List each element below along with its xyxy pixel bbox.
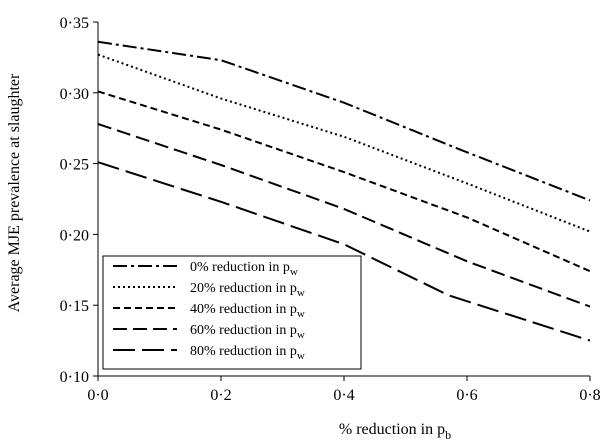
legend-label-1: 20% reduction in pw: [190, 281, 305, 299]
legend-label-3: 60% reduction in pw: [190, 323, 305, 341]
x-axis-label: % reduction in pb: [339, 421, 451, 442]
series-line-3: [97, 123, 591, 308]
x-tick-label: 0·0: [87, 387, 108, 404]
x-tick-label: 0·8: [579, 387, 600, 404]
x-axis-label-subscript: b: [445, 428, 451, 442]
legend-label-2: 40% reduction in pw: [190, 302, 305, 320]
y-tick-label: 0·20: [60, 227, 89, 244]
series-line-2: [97, 90, 591, 273]
legend-label-4: 80% reduction in pw: [190, 344, 305, 362]
legend-label-0: 0% reduction in pw: [190, 260, 298, 278]
y-axis-ticks: 0·10 0·15 0·20 0·25 0·30 0·35: [60, 15, 98, 386]
legend-label-text: 80% reduction in p: [190, 344, 297, 359]
x-axis-label-text: % reduction in p: [339, 421, 445, 438]
x-tick-label: 0·2: [210, 387, 231, 404]
x-axis-ticks: 0·0 0·2 0·4 0·6 0·8: [87, 376, 601, 404]
legend-label-subscript: w: [297, 329, 305, 341]
x-tick-label: 0·4: [333, 387, 354, 404]
x-tick-label: 0·6: [456, 387, 477, 404]
y-tick-label: 0·30: [60, 86, 89, 103]
series-line-4: [97, 161, 591, 342]
y-tick-label: 0·35: [60, 15, 89, 32]
series-lines: [97, 40, 591, 342]
y-tick-label: 0·25: [60, 157, 89, 174]
legend-label-subscript: w: [297, 287, 305, 299]
legend-label-subscript: w: [290, 266, 298, 278]
y-tick-label: 0·10: [60, 369, 89, 386]
y-tick-label: 0·15: [60, 298, 89, 315]
legend-label-text: 20% reduction in p: [190, 281, 297, 296]
legend-label-subscript: w: [297, 308, 305, 320]
series-line-1: [97, 53, 591, 233]
legend-label-text: 0% reduction in p: [190, 260, 290, 275]
legend-label-text: 60% reduction in p: [190, 323, 297, 338]
series-line-0: [97, 40, 591, 202]
legend-label-text: 40% reduction in p: [190, 302, 297, 317]
legend-label-subscript: w: [297, 350, 305, 362]
y-axis-label: Average MJE prevalence at slaughter: [6, 73, 23, 312]
